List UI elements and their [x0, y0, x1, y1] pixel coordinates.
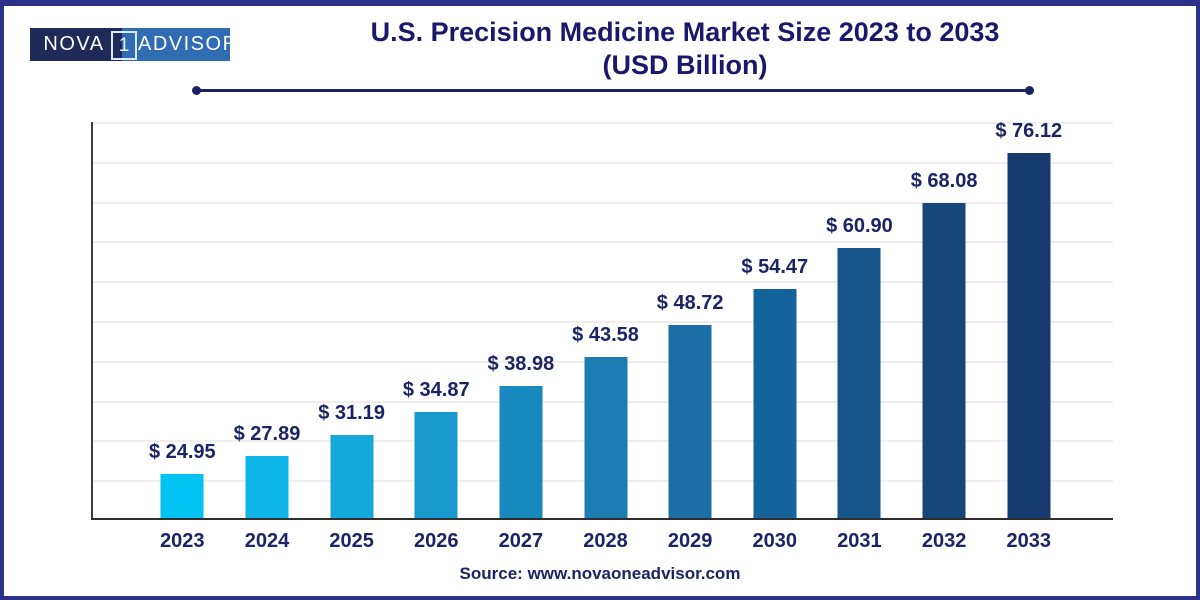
- bar-value-label: $ 68.08: [910, 170, 978, 192]
- x-axis-tick-label: 2030: [752, 530, 798, 552]
- bar-2029: [668, 325, 712, 518]
- bar-value-label: $ 38.98: [487, 353, 555, 375]
- bar-2030: [753, 289, 797, 518]
- x-axis-tick-label: 2024: [244, 530, 290, 552]
- bar-2028: [584, 357, 628, 518]
- logo-light-panel: [122, 28, 230, 61]
- plot-area: $ 24.95 2023 $ 27.89 2024 $ 31.19 2025 $ 34.87…: [91, 120, 1113, 552]
- bar-slot: $ 60.90 2031: [817, 122, 902, 552]
- logo-dark-panel: [30, 28, 122, 61]
- bar-value-label: $ 27.89: [233, 423, 301, 445]
- bar-2025: [330, 435, 374, 518]
- bar-2023: [160, 474, 204, 518]
- x-axis-tick-label: 2026: [413, 530, 459, 552]
- line-endpoint-dot-right: [1025, 86, 1034, 95]
- bar-2026: [414, 412, 458, 518]
- bar-2031: [837, 248, 881, 518]
- bar-value-label: $ 43.58: [572, 324, 639, 346]
- source-text: Source: www.novaoneadvisor.com: [459, 564, 741, 583]
- line-endpoint-dot-left: [192, 86, 201, 95]
- gridline: [92, 162, 1113, 164]
- chart-canvas: NOVA 1 ADVISOR U.S. Precision Medicine M…: [4, 6, 1196, 596]
- bar-value-label: $ 24.95: [148, 441, 216, 463]
- bar-value-label: $ 60.90: [826, 215, 893, 237]
- bar-slot: $ 54.47 2030: [732, 122, 817, 552]
- x-axis-tick-label: 2028: [583, 530, 628, 552]
- bar-slot: $ 38.98 2027: [479, 122, 564, 552]
- x-axis-tick-label: 2023: [160, 530, 205, 552]
- bar-slot: $ 48.72 2029: [648, 122, 733, 552]
- chart-title: U.S. Precision Medicine Market Size 2023…: [240, 16, 1130, 82]
- title-underline: [192, 86, 1034, 95]
- bar-slot: $ 24.95 2023: [140, 122, 225, 552]
- logo-text-advisor: ADVISOR: [138, 33, 239, 55]
- x-axis-tick-label: 2025: [329, 530, 374, 552]
- gridline: [92, 321, 1113, 323]
- chart-title-line2: (USD Billion): [602, 50, 768, 80]
- x-axis-tick-label: 2032: [921, 530, 967, 552]
- x-axis-tick-label: 2033: [1006, 530, 1051, 552]
- x-axis-tick-label: 2027: [498, 530, 544, 552]
- bar-slot: $ 68.08 2032: [902, 122, 987, 552]
- bar-2032: [922, 203, 966, 518]
- x-axis-line: [91, 518, 1113, 520]
- bar-series: $ 24.95 2023 $ 27.89 2024 $ 31.19 2025 $ 34.87…: [140, 120, 1071, 552]
- x-axis-tick-label: 2029: [667, 530, 713, 552]
- gridline: [92, 202, 1113, 204]
- bar-2027: [499, 386, 543, 518]
- bar-2024: [245, 456, 289, 518]
- gridline: [92, 122, 1113, 124]
- gridline: [92, 281, 1113, 283]
- x-axis-tick-label: 2031: [837, 530, 882, 552]
- bar-value-label: $ 76.12: [995, 120, 1063, 142]
- nova-one-advisor-logo: NOVA 1 ADVISOR: [30, 28, 237, 61]
- bar-value-label: $ 48.72: [656, 292, 724, 314]
- bar-value-label: $ 54.47: [741, 256, 809, 278]
- bar-value-label: $ 34.87: [402, 379, 470, 401]
- y-axis-line: [91, 122, 93, 520]
- chart-title-line1: U.S. Precision Medicine Market Size 2023…: [370, 17, 1000, 47]
- logo-number-box: 1: [111, 31, 137, 60]
- gridline: [92, 241, 1113, 243]
- bar-2033: [1007, 153, 1051, 518]
- bar-slot: $ 76.12 2033: [986, 120, 1071, 552]
- bar-slot: $ 27.89 2024: [225, 122, 310, 552]
- bar-slot: $ 31.19 2025: [309, 122, 394, 552]
- logo-text-nova: NOVA: [43, 33, 105, 55]
- bar-slot: $ 43.58 2028: [563, 122, 648, 552]
- bar-value-label: $ 31.19: [318, 402, 385, 424]
- bar-slot: $ 34.87 2026: [394, 122, 479, 552]
- logo-number: 1: [118, 34, 130, 56]
